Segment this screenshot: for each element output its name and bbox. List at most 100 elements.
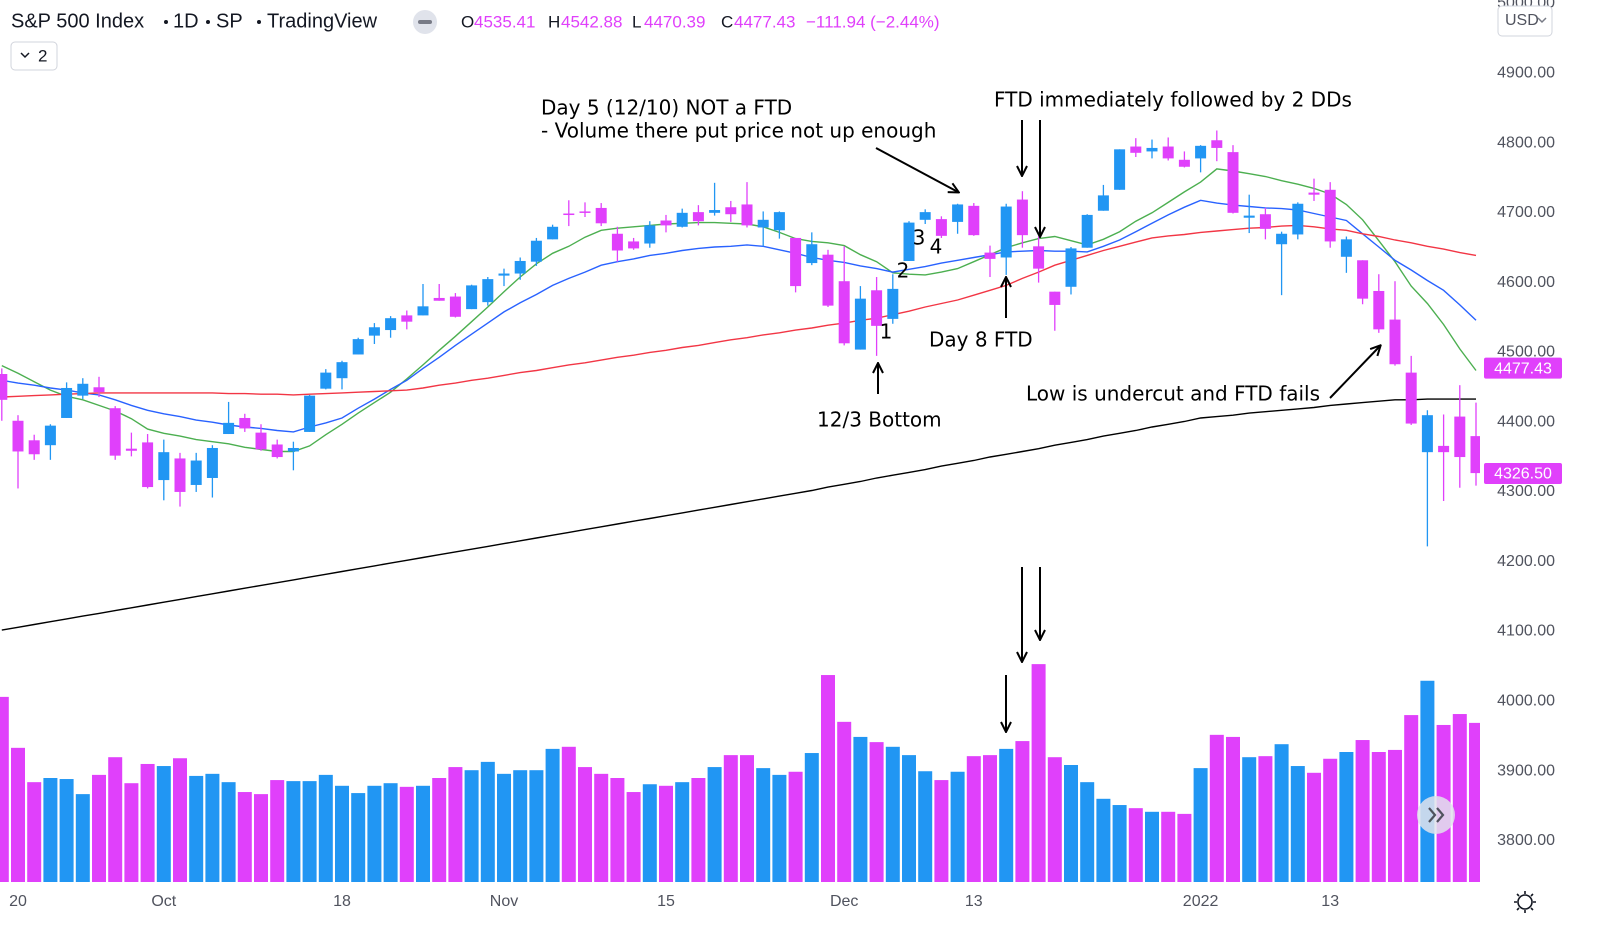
volume-bar — [578, 767, 592, 882]
y-tick-label: 4700.00 — [1497, 204, 1555, 221]
volume-bar — [983, 755, 997, 882]
volume-bar — [837, 721, 852, 882]
volume-bar — [27, 782, 42, 882]
volume-bar — [723, 755, 738, 882]
volume-bar — [59, 779, 74, 882]
volume-bar — [869, 742, 884, 882]
ohlc-label: L — [632, 12, 641, 31]
scroll-button[interactable] — [1417, 796, 1455, 834]
candle-body — [1340, 239, 1352, 257]
candle-body — [401, 315, 413, 322]
interval: 1D — [173, 10, 199, 32]
moving-average — [1, 398, 1476, 631]
volume-bar — [950, 771, 965, 882]
volume-bar — [707, 767, 722, 882]
candle-body — [1130, 146, 1142, 153]
volume-bar — [140, 763, 155, 882]
ohlc-label: H — [548, 12, 560, 31]
volume-bar — [804, 753, 819, 882]
candle-body — [174, 458, 186, 492]
volume-bar — [43, 778, 58, 882]
candle-body — [1016, 199, 1028, 236]
candle-body — [271, 444, 283, 458]
volume-bar — [740, 755, 754, 882]
candle-body — [790, 237, 802, 287]
volume-bar — [788, 771, 803, 882]
x-tick-label: Nov — [490, 893, 518, 910]
volume-bar — [1161, 811, 1176, 882]
volume-bar — [480, 761, 495, 882]
candle-body — [887, 288, 899, 319]
volume-bar — [237, 792, 252, 882]
candle-body — [676, 212, 688, 227]
currency-button[interactable]: USD — [1497, 5, 1553, 37]
ohlc-value: 4477.43 — [734, 12, 795, 31]
moving-average — [1, 224, 1477, 398]
candle-body — [1276, 233, 1288, 245]
candle-body — [158, 452, 170, 481]
candle-body — [1097, 195, 1109, 211]
volume-bar — [92, 774, 106, 882]
candle-body — [417, 306, 429, 316]
candle-body — [1146, 147, 1158, 152]
status-button[interactable] — [413, 10, 437, 34]
candle-body — [433, 297, 445, 301]
x-tick-label: Dec — [830, 893, 858, 910]
volume-bar — [691, 778, 706, 882]
y-tick-label: 4900.00 — [1497, 64, 1555, 81]
candle-body — [709, 210, 721, 213]
volume-bar — [254, 794, 268, 882]
candle-body — [1259, 214, 1271, 229]
arrow — [1329, 346, 1380, 399]
volume-bar — [173, 758, 187, 882]
volume-bar — [1096, 798, 1111, 882]
volume-bar — [1064, 765, 1078, 882]
settings-button[interactable] — [1514, 891, 1536, 913]
volume-bar — [1452, 714, 1467, 882]
annotations: Day 5 (12/10) NOT a FTD- Volume there pu… — [541, 88, 1380, 732]
volume-bar — [205, 773, 220, 882]
volume-bar — [885, 746, 900, 882]
candle-body — [368, 327, 380, 336]
settings-icon[interactable] — [1517, 894, 1533, 910]
candle-body — [757, 219, 769, 228]
x-tick-label: Oct — [151, 893, 176, 910]
x-tick-label: 13 — [965, 893, 983, 910]
day-count: 2 — [897, 259, 910, 283]
candle-body — [239, 417, 251, 429]
candle-body — [287, 447, 299, 452]
candle-body — [125, 448, 137, 451]
settings-teeth — [1514, 891, 1536, 913]
volume-bar — [448, 767, 463, 882]
candle-body — [466, 285, 478, 310]
volume-bar — [1258, 756, 1273, 882]
volume-bar — [918, 771, 933, 882]
price-tag-label: 4326.50 — [1494, 466, 1552, 483]
volume-bar — [513, 770, 528, 882]
candle-body — [1211, 140, 1223, 148]
y-tick-label: 4500.00 — [1497, 344, 1555, 361]
candle-body — [1308, 192, 1320, 195]
indicator-box[interactable] — [10, 41, 58, 71]
volume-bar — [1047, 757, 1062, 882]
volume-bar — [853, 736, 868, 882]
candle-body — [1470, 436, 1480, 474]
scroll-icon — [1428, 807, 1445, 823]
volume-bar — [1128, 808, 1143, 882]
y-tick-label: 4400.00 — [1497, 413, 1555, 430]
candle-body — [692, 212, 704, 222]
volume-bar — [351, 793, 366, 882]
annotation: Day 8 FTD — [929, 328, 1033, 352]
currency-box[interactable] — [1497, 5, 1553, 37]
candle-body — [44, 425, 56, 446]
volume-bar — [270, 780, 285, 882]
candle-body — [1357, 260, 1369, 299]
indicator-toggle[interactable]: 2 — [10, 41, 58, 71]
candle-body — [1000, 206, 1012, 258]
volume-bar — [545, 748, 560, 882]
ohlc-value: 4470.39 — [644, 12, 705, 31]
volume-bar — [561, 746, 576, 882]
candle-body — [385, 318, 397, 331]
price-tag — [1484, 462, 1562, 484]
volume-bar — [1031, 664, 1046, 882]
